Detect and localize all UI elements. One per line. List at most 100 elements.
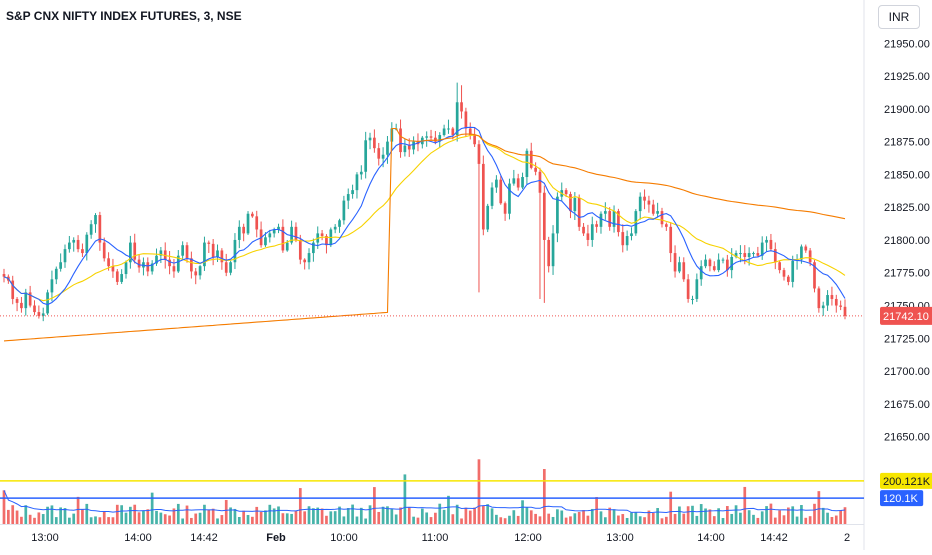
candle-body [525, 150, 529, 178]
volume-bar [333, 511, 337, 524]
volume-bar [425, 512, 429, 524]
candle-body [429, 136, 433, 138]
candle-body [438, 135, 442, 142]
candle-body [603, 211, 607, 214]
volume-bar [190, 517, 193, 524]
candle-body [364, 140, 368, 172]
volume-bar [59, 507, 62, 524]
candle-body [89, 224, 93, 235]
candle-body [150, 263, 154, 272]
volume-bar [651, 512, 655, 524]
volume-bar [120, 505, 124, 524]
x-tick-label: 14:42 [760, 532, 788, 544]
volume-bar [85, 503, 89, 524]
volume-bar [168, 515, 171, 524]
volume-bar [638, 516, 642, 524]
candle-body [455, 102, 459, 136]
volume-bar [795, 516, 799, 524]
candle-body [660, 211, 664, 225]
candle-body [54, 268, 58, 280]
volume-bar [747, 510, 751, 524]
volume-bar [734, 505, 738, 524]
ma-slow-line [3, 134, 846, 302]
candle-body [37, 312, 41, 317]
candle-body [542, 192, 546, 240]
candle-body [403, 145, 407, 153]
candle-body [229, 262, 232, 273]
candle-body [211, 243, 215, 258]
volume-bar [285, 513, 289, 524]
volume-bar [207, 509, 211, 524]
volume-bar [817, 491, 821, 524]
candle-body [407, 145, 411, 150]
candle-body [107, 258, 110, 267]
candle-body [534, 167, 537, 172]
candle-body [586, 233, 590, 240]
candle-body [699, 266, 703, 280]
x-tick-label: Feb [266, 532, 286, 544]
volume-bar [830, 517, 834, 524]
y-tick-label: 21900.00 [884, 104, 930, 116]
candle-body [590, 224, 594, 240]
volume-bar [481, 505, 485, 524]
volume-bar [224, 499, 228, 524]
volume-bar [316, 507, 320, 524]
candle-body [198, 266, 202, 276]
candle-body [15, 298, 19, 303]
candle-body [695, 279, 699, 299]
candle-body [773, 249, 777, 263]
volume-bar [752, 514, 755, 524]
candle-body [468, 128, 472, 136]
candle-body [643, 196, 646, 201]
volume-bar [320, 508, 324, 524]
candle-body [647, 200, 651, 205]
volume-bar [647, 510, 651, 524]
volume-bar [503, 518, 507, 524]
volume-bar [769, 503, 773, 524]
candle-body [625, 236, 629, 246]
volume-bar [181, 518, 185, 524]
volume-bar [41, 514, 45, 524]
candle-body [368, 137, 372, 141]
candle-body [569, 194, 572, 212]
volume-bar [542, 469, 546, 524]
candle-body [50, 279, 54, 293]
volume-bar [721, 518, 725, 524]
volume-bar [704, 508, 707, 524]
candle-body [521, 177, 524, 188]
volume-bar [94, 516, 97, 524]
volume-bar [673, 513, 677, 524]
candle-body [481, 163, 485, 230]
candle-body [333, 226, 337, 230]
candle-body [137, 259, 141, 268]
volume-bar [512, 510, 516, 524]
volume-bar [150, 492, 154, 524]
x-tick-label: 13:00 [31, 532, 59, 544]
volume-bar [743, 486, 747, 524]
candle-body [146, 262, 150, 272]
volume-bar [329, 511, 333, 524]
x-tick-label: 10:00 [330, 532, 358, 544]
volume-bar [730, 513, 734, 524]
x-tick-label: 14:00 [124, 532, 152, 544]
candle-body [377, 148, 381, 159]
currency-button[interactable]: INR [878, 5, 920, 29]
candle-body [821, 305, 825, 309]
candle-body [46, 292, 49, 314]
volume-bar [564, 517, 568, 524]
volume-bar [608, 507, 612, 524]
candle-body [638, 196, 642, 212]
candle-body [529, 150, 533, 168]
candle-body [63, 249, 67, 263]
volume-bar [259, 511, 263, 524]
candle-body [312, 242, 315, 254]
volume-bar [712, 516, 716, 524]
candle-body [425, 136, 429, 138]
candle-body [551, 233, 555, 267]
volume-bar [434, 512, 437, 524]
volume-bar [359, 507, 363, 524]
volume-bar [630, 512, 633, 524]
candle-body [434, 137, 437, 142]
